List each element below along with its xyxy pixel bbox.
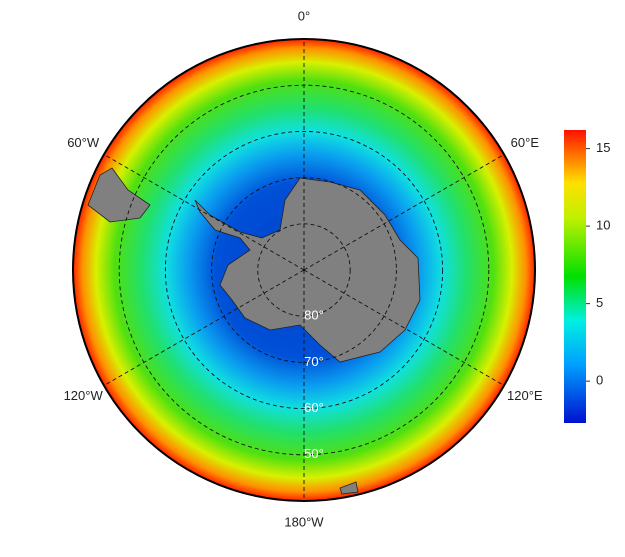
meridian: [303, 269, 505, 386]
meridian-label: 60°W: [67, 135, 100, 150]
antarctica: [194, 177, 421, 363]
parallel-label: 60°: [304, 400, 324, 415]
colorbar-tick-label: 0: [596, 373, 603, 388]
meridian: [103, 154, 305, 271]
colorbar-tick-label: 15: [596, 140, 610, 155]
meridian-label: 120°W: [64, 388, 104, 403]
meridian: [103, 269, 305, 386]
meridian: [303, 154, 505, 271]
south-america: [87, 167, 151, 223]
parallel-label: 80°: [304, 308, 324, 323]
parallel: [257, 223, 351, 317]
colorbar-tick-label: 10: [596, 218, 610, 233]
parallel-label: 50°: [304, 446, 324, 461]
meridian-label: 120°E: [507, 388, 543, 403]
parallel-label: 70°: [304, 354, 324, 369]
island: [339, 481, 359, 495]
meridian-label: 0°: [298, 8, 310, 23]
meridian-label: 180°W: [284, 514, 324, 529]
colorbar-tick-label: 5: [596, 295, 603, 310]
parallel: [164, 130, 444, 410]
colorbar: [564, 130, 586, 423]
meridian-label: 60°E: [511, 135, 540, 150]
